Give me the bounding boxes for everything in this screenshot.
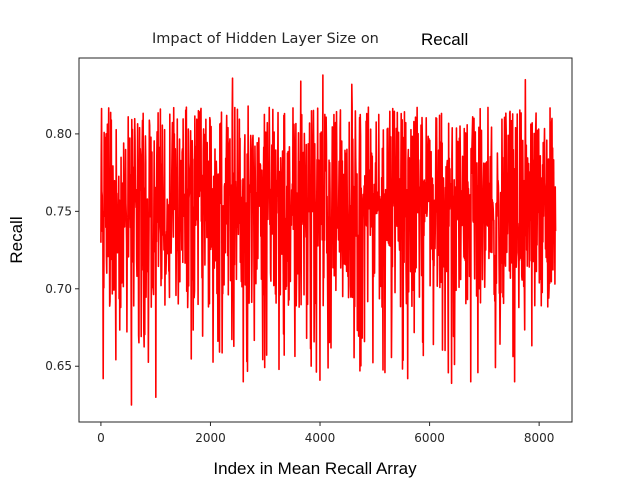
chart-title: Impact of Hidden Layer Size on (152, 31, 379, 47)
plot-frame (78, 57, 573, 423)
x-tick-label: 8000 (524, 431, 555, 445)
plot-background (79, 58, 572, 422)
y-axis: 0.65 0.70 0.75 0.80 (45, 127, 79, 373)
x-tick-label: 6000 (414, 431, 445, 445)
y-tick-label: 0.80 (45, 127, 72, 141)
x-tick-label: 2000 (195, 431, 226, 445)
y-axis-label: Recall (7, 216, 26, 263)
y-tick-label: 0.65 (45, 359, 72, 373)
y-tick-label: 0.70 (45, 282, 72, 296)
series-line (100, 74, 557, 406)
chart-title-overlay: Recall (421, 30, 468, 49)
plot-area (78, 57, 573, 423)
x-axis: 0 2000 4000 6000 8000 (97, 422, 554, 445)
y-tick-label: 0.75 (45, 204, 72, 218)
x-tick-label: 4000 (305, 431, 336, 445)
x-axis-label: Index in Mean Recall Array (213, 459, 417, 478)
x-tick-label: 0 (97, 431, 105, 445)
